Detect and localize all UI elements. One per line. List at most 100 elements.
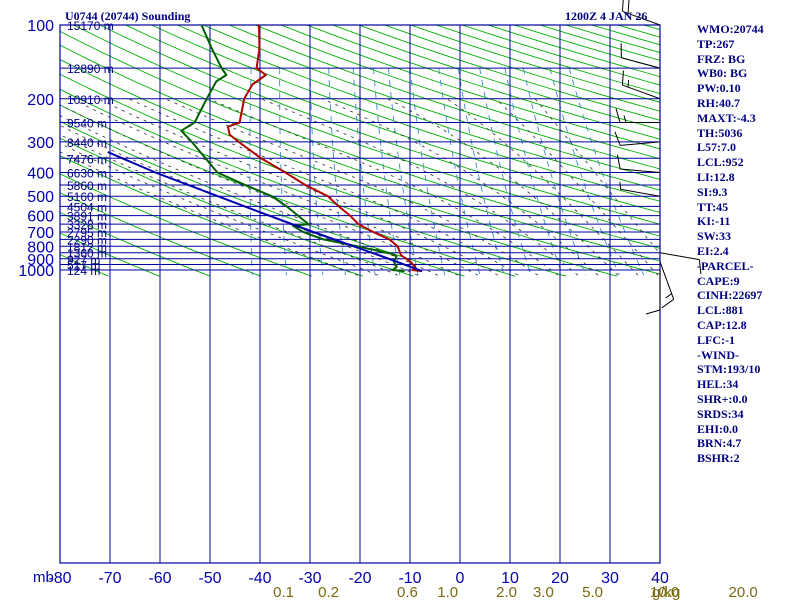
dry-adiabat-line (176, 25, 660, 191)
mixing-ratio-label: 10.0 (650, 584, 679, 600)
wind-barb-flag (627, 0, 630, 14)
index-line: STM:193/10 (697, 362, 761, 377)
temperature-tick-label: -30 (298, 570, 321, 587)
wind-barb (659, 252, 702, 275)
height-label: 3328 m (67, 218, 107, 232)
temperature-tick-label: 0 (456, 570, 465, 587)
height-label: 124 m (67, 264, 100, 278)
temperature-tick-label: 30 (601, 570, 619, 587)
index-line: L57:7.0 (697, 140, 736, 155)
dry-adiabat-line (253, 25, 660, 160)
height-label: 517 m (67, 259, 100, 273)
index-line: LCL:881 (697, 303, 744, 318)
height-label: 1812 m (67, 240, 107, 254)
wind-barb-shaft (659, 252, 700, 261)
moist-adiabat-line (208, 98, 559, 276)
wind-barb-shaft (620, 188, 661, 197)
mixing-ratio-label: 1.0 (437, 584, 458, 600)
dry-adiabat-line (60, 30, 660, 249)
height-label: 12890 m (67, 62, 114, 76)
wind-barb-half-flag (665, 293, 672, 299)
wind-barb-flag (614, 131, 621, 146)
index-line: PW:0.10 (697, 81, 741, 96)
index-line: KI:-11 (697, 214, 731, 229)
dry-adiabat-line (98, 25, 660, 225)
index-line: WMO:20744 (697, 22, 764, 36)
wind-barb-shaft (622, 84, 661, 100)
mixing-ratio-label: 0.2 (318, 584, 339, 600)
temperature-tick-label: 40 (651, 570, 669, 587)
temperature-tick-label: -50 (198, 570, 221, 587)
wind-barb-half-flag (623, 115, 627, 123)
chart-title: U0744 (20744) Sounding (65, 9, 190, 23)
moist-adiabat-line (446, 98, 639, 276)
parcel-profile (107, 151, 423, 273)
moist-adiabat-line (60, 124, 419, 276)
wind-barb-shaft (620, 168, 661, 174)
height-label: 2290 m (67, 233, 107, 247)
wind-barb-half-flag (627, 79, 630, 88)
index-line: TP:267 (697, 36, 735, 51)
wind-barb (659, 261, 675, 309)
height-label: 5160 m (67, 190, 107, 204)
dry-adiabats (60, 25, 660, 277)
wind-barb-shaft (622, 10, 661, 26)
pressure-unit-label: mb (33, 569, 54, 586)
moist-adiabat-line (165, 98, 539, 276)
pressure-tick-label: 800 (27, 239, 54, 256)
moist-adiabat-line (71, 98, 479, 276)
temperature-tick-label: 20 (551, 570, 569, 587)
index-line: LFC:-1 (697, 332, 735, 347)
pressure-temperature-grid (59, 24, 661, 564)
height-label: 5860 m (67, 179, 107, 193)
moist-adiabat-line (60, 104, 459, 276)
mixing-ratio-label: 3.0 (533, 584, 554, 600)
height-label: 3891 m (67, 210, 107, 224)
height-label: 2795 m (67, 226, 107, 240)
moist-adiabat-line (387, 98, 619, 276)
index-line: MAXT:-4.3 (697, 110, 756, 125)
height-label: 1360 m (67, 247, 107, 261)
dry-adiabat-line (150, 25, 660, 202)
dry-adiabat-line (202, 25, 660, 180)
temperature-tick-label: -10 (398, 570, 421, 587)
index-line: LI:12.8 (697, 169, 735, 184)
index-line: -WIND- (697, 347, 739, 362)
wind-barb (614, 131, 661, 146)
index-line: WB0: BG (697, 66, 748, 81)
valid-time: 1200Z 4 JAN 26 (565, 9, 647, 23)
temperature-tick-label: 10 (501, 570, 519, 587)
height-label: 9540 m (67, 116, 107, 130)
pressure-tick-label: 500 (27, 189, 54, 206)
pressure-tick-label: 900 (27, 252, 54, 269)
mixing-ratio-label: 5.0 (582, 584, 603, 600)
index-line: EHI:0.0 (697, 421, 739, 436)
indices-panel: WMO:20744 TP:267 FRZ: BG WB0: BG PW:0.10 RH:4… (697, 22, 800, 466)
index-line: -PARCEL- (697, 258, 754, 273)
wind-barb (620, 43, 661, 69)
dry-adiabat-line (305, 25, 660, 140)
pressure-tick-label: 400 (27, 166, 54, 183)
wind-barb (616, 154, 661, 174)
mixing-ratio-label: 2.0 (496, 584, 517, 600)
height-label: 7476 m (67, 152, 107, 166)
index-line: SHR+:0.0 (697, 391, 748, 406)
pressure-tick-label: 200 (27, 92, 54, 109)
wind-barb-half-flag (619, 182, 622, 190)
wind-barb-shaft (620, 141, 661, 146)
mixing-ratio-unit-label: g/kg (652, 584, 680, 600)
wind-barb (621, 0, 661, 26)
mixing-ratio-label: 20.0 (729, 584, 758, 600)
wind-barb-flag (698, 259, 702, 275)
index-line: SRDS:34 (697, 406, 744, 421)
wind-barb (645, 270, 661, 315)
dry-adiabat-line (60, 137, 414, 277)
height-label: 4504 m (67, 200, 107, 214)
moist-adiabat-line (495, 98, 659, 276)
wind-barb (619, 182, 661, 197)
index-line: RH:40.7 (697, 95, 740, 110)
mixing-ratio-label: 0.6 (397, 584, 418, 600)
height-label: 6630 m (67, 167, 107, 181)
moist-adiabat-line (60, 134, 399, 276)
